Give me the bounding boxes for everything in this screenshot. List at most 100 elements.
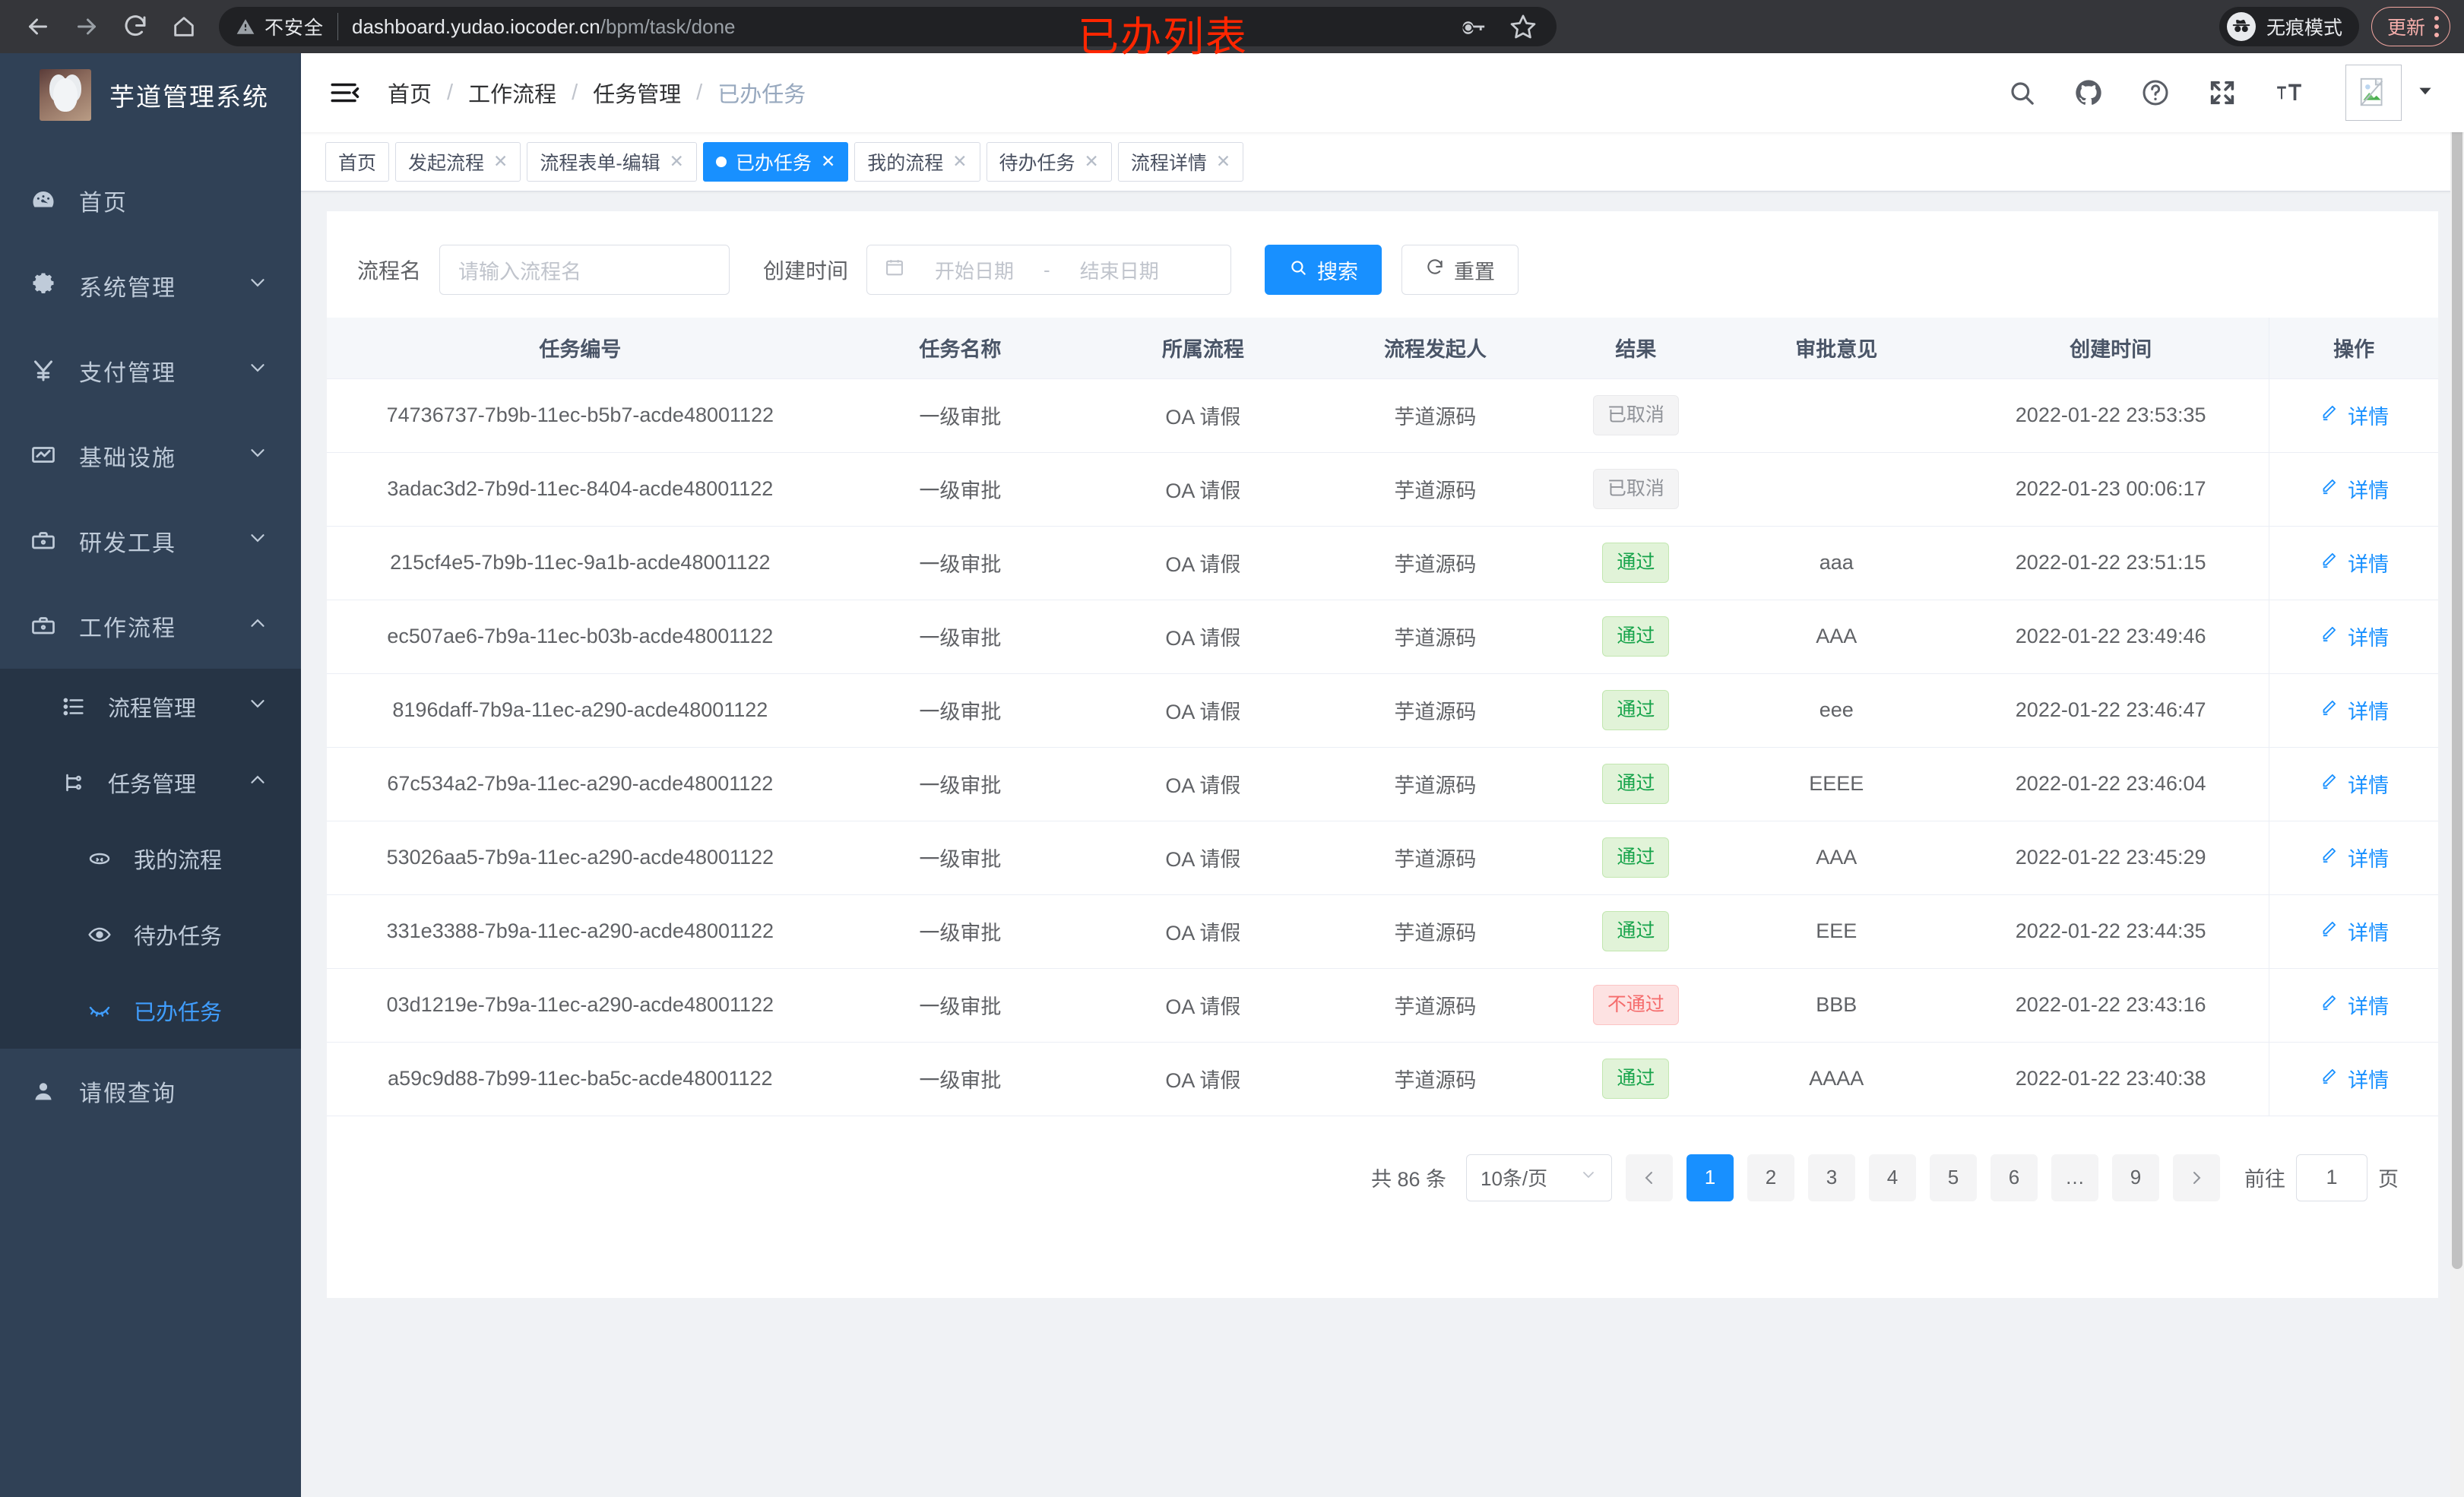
- detail-link[interactable]: 详情: [2319, 548, 2389, 578]
- incognito-indicator[interactable]: 无痕模式: [2219, 7, 2359, 46]
- kebab-menu-icon[interactable]: [2434, 16, 2439, 37]
- sidebar-item-devtools[interactable]: 研发工具: [0, 498, 301, 584]
- cell-process: OA 请假: [1087, 378, 1319, 453]
- detail-link-label: 详情: [2348, 1069, 2390, 1092]
- browser-reload-button[interactable]: [111, 2, 160, 51]
- pagination-page-2[interactable]: 2: [1747, 1154, 1794, 1201]
- user-avatar-area[interactable]: [2345, 65, 2435, 121]
- cell-result: 通过: [1551, 1042, 1721, 1116]
- sidebar-submenu-task: 我的流程 待办任务 已办任务: [0, 821, 301, 1049]
- sidebar-item-task-management[interactable]: 任务管理: [0, 745, 301, 821]
- close-icon[interactable]: ✕: [1215, 151, 1231, 171]
- pagination-page-6[interactable]: 6: [1991, 1154, 2038, 1201]
- tab-my-process[interactable]: 我的流程 ✕: [854, 141, 980, 182]
- close-icon[interactable]: ✕: [1084, 151, 1099, 171]
- address-bar[interactable]: 不安全 dashboard.yudao.iocoder.cn/bpm/task/…: [219, 7, 1557, 46]
- column-header-comment: 审批意见: [1720, 318, 1953, 379]
- font-size-icon[interactable]: [2272, 76, 2306, 109]
- tab-start-process[interactable]: 发起流程 ✕: [395, 141, 521, 182]
- pagination-page-3[interactable]: 3: [1808, 1154, 1855, 1201]
- pagination-page-9[interactable]: 9: [2112, 1154, 2159, 1201]
- sidebar-item-process-management[interactable]: 流程管理: [0, 669, 301, 745]
- key-icon[interactable]: [1461, 14, 1487, 40]
- close-icon[interactable]: ✕: [669, 151, 684, 171]
- process-name-input[interactable]: 请输入流程名: [439, 245, 730, 295]
- chevron-down-icon[interactable]: [2415, 81, 2435, 105]
- close-icon[interactable]: ✕: [820, 151, 836, 171]
- tab-todo-task[interactable]: 待办任务 ✕: [986, 141, 1112, 182]
- tab-done-task[interactable]: 已办任务 ✕: [702, 141, 849, 182]
- help-icon[interactable]: [2139, 76, 2172, 109]
- sidebar-item-system[interactable]: 系统管理: [0, 243, 301, 328]
- sidebar-item-my-process[interactable]: 我的流程: [0, 821, 301, 897]
- detail-link[interactable]: 详情: [2319, 622, 2389, 651]
- detail-link[interactable]: 详情: [2319, 769, 2389, 799]
- scrollbar-thumb[interactable]: [2452, 53, 2462, 1269]
- close-icon[interactable]: ✕: [493, 151, 508, 171]
- sidebar-item-home[interactable]: 首页: [0, 158, 301, 243]
- browser-back-button[interactable]: [14, 2, 62, 51]
- table-row: 8196daff-7b9a-11ec-a290-acde48001122 一级审批…: [327, 673, 2438, 748]
- cell-operation: 详情: [2269, 821, 2438, 895]
- search-icon: [1288, 258, 1308, 283]
- pagination-page-1[interactable]: 1: [1686, 1154, 1734, 1201]
- detail-link[interactable]: 详情: [2319, 400, 2389, 430]
- detail-link[interactable]: 详情: [2319, 916, 2389, 946]
- github-icon[interactable]: [2072, 76, 2105, 109]
- sidebar-item-label: 工作流程: [79, 616, 176, 641]
- browser-forward-button[interactable]: [62, 2, 111, 51]
- breadcrumb-item[interactable]: 首页: [388, 83, 432, 107]
- task-icon: [59, 768, 88, 797]
- sidebar-item-label: 基础设施: [79, 446, 176, 471]
- cell-task-name: 一级审批: [833, 673, 1088, 748]
- tab-process-detail[interactable]: 流程详情 ✕: [1117, 141, 1244, 182]
- pagination-ellipsis[interactable]: …: [2051, 1154, 2098, 1201]
- detail-link-label: 详情: [2348, 479, 2390, 502]
- cell-initiator: 芋道源码: [1319, 673, 1552, 748]
- detail-link[interactable]: 详情: [2319, 990, 2389, 1020]
- pagination-page-4[interactable]: 4: [1869, 1154, 1916, 1201]
- tab-home[interactable]: 首页: [325, 141, 390, 182]
- browser-home-button[interactable]: [160, 2, 208, 51]
- status-badge: 通过: [1602, 616, 1670, 657]
- close-icon[interactable]: ✕: [952, 151, 968, 171]
- detail-link[interactable]: 详情: [2319, 1064, 2389, 1093]
- pagination-page-5[interactable]: 5: [1930, 1154, 1977, 1201]
- reset-button[interactable]: 重置: [1401, 245, 1519, 295]
- column-header-process: 所属流程: [1087, 318, 1319, 379]
- sidebar-item-leave-query[interactable]: 请假查询: [0, 1049, 301, 1134]
- page-size-select[interactable]: 10条/页: [1466, 1154, 1612, 1201]
- breadcrumb-item-current: 已办任务: [717, 83, 806, 107]
- detail-link[interactable]: 详情: [2319, 695, 2389, 725]
- tab-process-form-edit[interactable]: 流程表单-编辑 ✕: [527, 141, 697, 182]
- sidebar-item-label: 首页: [79, 191, 128, 216]
- search-icon[interactable]: [2005, 76, 2038, 109]
- detail-link[interactable]: 详情: [2319, 474, 2389, 504]
- jump-page-input[interactable]: 1: [2296, 1154, 2367, 1201]
- sidebar-item-label: 待办任务: [134, 925, 223, 949]
- filter-form: 流程名 请输入流程名 创建时间 开始日期 - 结束日期: [327, 211, 2438, 318]
- create-time-daterange[interactable]: 开始日期 - 结束日期: [866, 245, 1232, 295]
- sidebar-item-pay[interactable]: 支付管理: [0, 328, 301, 413]
- avatar-image-placeholder[interactable]: [2345, 65, 2402, 121]
- breadcrumb-item[interactable]: 工作流程: [468, 83, 557, 107]
- table-row: 74736737-7b9b-11ec-b5b7-acde48001122 一级审批…: [327, 378, 2438, 453]
- search-button[interactable]: 搜索: [1265, 245, 1382, 295]
- fullscreen-icon[interactable]: [2206, 76, 2239, 109]
- sidebar-item-infrastructure[interactable]: 基础设施: [0, 413, 301, 498]
- update-button[interactable]: 更新: [2371, 7, 2450, 46]
- detail-link[interactable]: 详情: [2319, 843, 2389, 872]
- sidebar-item-workflow[interactable]: 工作流程: [0, 584, 301, 669]
- hamburger-icon[interactable]: [327, 75, 362, 110]
- sidebar-item-done-task[interactable]: 已办任务: [0, 973, 301, 1049]
- bookmark-star-icon[interactable]: [1509, 13, 1537, 40]
- cell-task-name: 一级审批: [833, 1042, 1088, 1116]
- pagination-next-button[interactable]: [2173, 1154, 2220, 1201]
- page-scrollbar[interactable]: [2450, 53, 2464, 1497]
- pagination-prev-button[interactable]: [1626, 1154, 1673, 1201]
- sidebar-item-todo-task[interactable]: 待办任务: [0, 897, 301, 973]
- cell-comment: EEE: [1720, 894, 1953, 969]
- breadcrumb-item[interactable]: 任务管理: [593, 83, 682, 107]
- range-separator: -: [1044, 258, 1050, 281]
- sidebar-logo[interactable]: 芋道管理系统: [0, 53, 301, 137]
